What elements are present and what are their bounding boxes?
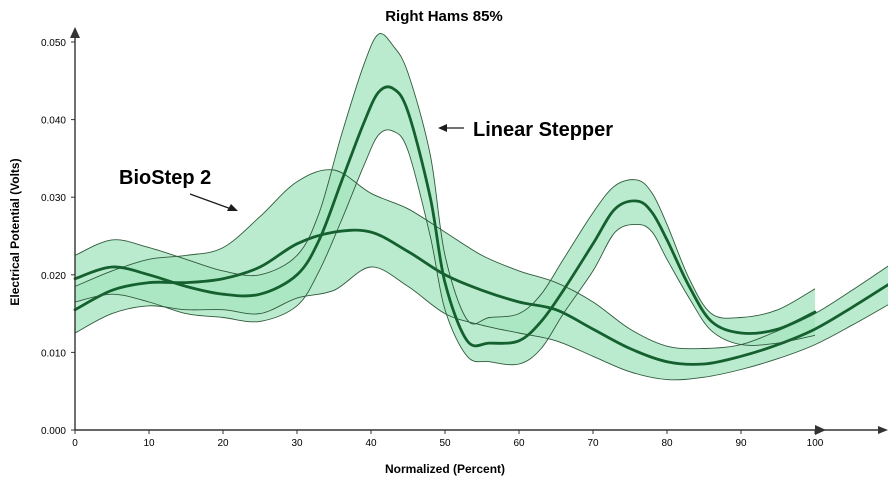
y-tick-label: 0.000: [41, 426, 66, 437]
x-tick-label: 100: [807, 438, 824, 449]
annotation-arrowhead-linear-stepper: [438, 124, 447, 132]
annotations: BioStep 2 Linear Stepper: [119, 119, 613, 211]
band-lower-edge-linear-stepper: [74, 129, 816, 366]
x-axis-arrowhead: [815, 425, 826, 435]
x-tick-label: 90: [735, 438, 747, 449]
y-axis-label: Electrical Potential (Volts): [8, 158, 22, 305]
annotation-arrowhead-biostep-2: [227, 204, 238, 211]
y-tick-label: 0.010: [41, 348, 66, 359]
x-tick-label: 20: [217, 438, 229, 449]
x-axis-label: Normalized (Percent): [385, 462, 505, 476]
annotation-biostep-2: BioStep 2: [119, 167, 211, 189]
confidence-bands: [75, 33, 888, 380]
x-tick-label: 30: [291, 438, 303, 449]
annotation-arrow-biostep-2: [189, 193, 235, 211]
x-tick-label: 10: [143, 438, 155, 449]
x-axis-end-arrowhead: [878, 426, 888, 434]
chart-title: Right Hams 85%: [385, 8, 503, 25]
y-tick-label: 0.040: [41, 116, 66, 127]
x-tick-label: 70: [587, 438, 599, 449]
y-tick-label: 0.030: [41, 193, 66, 204]
y-tick-label: 0.020: [41, 271, 66, 282]
x-tick-label: 50: [439, 438, 451, 449]
mean-line-linear-stepper: [73, 85, 817, 348]
x-tick-label: 0: [72, 438, 78, 449]
y-axis-arrowhead: [70, 27, 80, 38]
tick-labels: 0 10 20 30 40 50 60 70 80 90 100 0.000 0.010 0.020 0.0…: [41, 38, 824, 449]
x-tick-label: 80: [661, 438, 673, 449]
band-upper-edge-linear-stepper: [74, 33, 816, 325]
band-linear-stepper: [75, 33, 815, 365]
mean-lines: [73, 33, 888, 381]
annotation-linear-stepper: Linear Stepper: [473, 119, 613, 141]
x-tick-label: 40: [365, 438, 377, 449]
band-lower-edge-biostep-2: [74, 266, 888, 381]
mean-line-biostep-2: [73, 228, 888, 366]
x-tick-label: 60: [513, 438, 525, 449]
y-tick-label: 0.050: [41, 38, 66, 49]
band-upper-edge-biostep-2: [74, 169, 888, 350]
axes: [70, 27, 888, 435]
band-biostep-2: [75, 169, 888, 380]
